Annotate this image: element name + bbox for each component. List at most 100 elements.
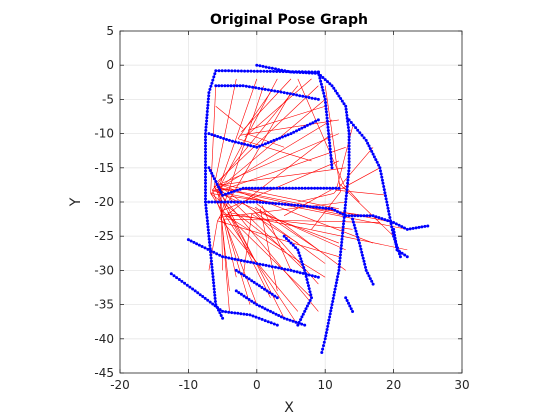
pose-point — [347, 153, 351, 157]
pose-point — [327, 135, 331, 139]
pose-point — [338, 256, 342, 260]
pose-point — [317, 73, 321, 77]
pose-point — [302, 204, 306, 208]
pose-point — [311, 121, 315, 125]
pose-point — [414, 226, 418, 230]
pose-point — [395, 248, 399, 252]
pose-point — [346, 178, 350, 182]
pose-point — [169, 272, 173, 276]
pose-point — [192, 240, 196, 244]
loop-closure-edge — [227, 211, 408, 251]
pose-point — [275, 70, 279, 73]
pose-point — [204, 175, 207, 179]
pose-point — [216, 200, 220, 204]
pose-point — [315, 205, 318, 209]
pose-point — [258, 144, 262, 148]
pose-point — [389, 222, 393, 226]
pose-point — [316, 118, 320, 122]
pose-point — [339, 250, 343, 254]
pose-point — [340, 99, 344, 103]
pose-point — [204, 200, 207, 204]
pose-point — [245, 200, 249, 204]
pose-point — [328, 312, 332, 316]
pose-point — [347, 166, 351, 170]
pose-point — [281, 186, 285, 190]
pose-point — [283, 202, 287, 206]
pose-point — [244, 186, 248, 190]
pose-point — [338, 262, 341, 266]
pose-point — [208, 244, 212, 247]
pose-point — [254, 86, 258, 90]
loop-closure-edge — [333, 147, 374, 194]
pose-point — [347, 301, 350, 305]
pose-point — [300, 260, 304, 264]
pose-point — [322, 91, 326, 95]
pose-point — [245, 296, 248, 300]
pose-point — [230, 69, 234, 73]
pose-point — [321, 76, 325, 79]
pose-point — [263, 287, 266, 291]
pose-point — [287, 186, 291, 190]
pose-point — [274, 202, 278, 206]
pose-point — [381, 181, 385, 185]
pose-point — [244, 84, 248, 88]
pose-point — [351, 309, 355, 313]
pose-point — [359, 247, 363, 251]
pose-point — [341, 212, 345, 216]
pose-point — [374, 158, 378, 162]
pose-point — [211, 78, 215, 82]
pose-point — [239, 312, 243, 316]
pose-point — [335, 278, 339, 282]
pose-point — [289, 268, 293, 272]
pose-point — [217, 185, 220, 189]
pose-point — [210, 200, 214, 204]
pose-point — [383, 191, 387, 195]
pose-point — [298, 254, 302, 258]
pose-point — [206, 97, 210, 101]
pose-point — [301, 312, 305, 316]
pose-point — [305, 304, 309, 308]
pose-point — [251, 314, 255, 318]
pose-point — [380, 178, 384, 182]
pose-point — [340, 240, 344, 244]
pose-point — [211, 302, 215, 306]
pose-point — [242, 274, 246, 277]
pose-point — [371, 282, 375, 286]
pose-point — [277, 314, 281, 317]
pose-point — [206, 103, 210, 107]
pose-point — [282, 91, 286, 95]
pose-point — [326, 125, 330, 129]
pose-point — [196, 291, 200, 295]
pose-point — [303, 271, 307, 275]
pose-point — [233, 257, 237, 261]
pose-point — [347, 147, 351, 151]
pose-point — [342, 222, 345, 226]
pose-point — [313, 97, 317, 101]
pose-point — [356, 214, 360, 218]
pose-point — [255, 63, 259, 67]
pose-point — [330, 207, 334, 211]
pose-point — [220, 200, 223, 204]
pose-point — [300, 126, 304, 130]
pose-point — [397, 223, 401, 227]
pose-point — [322, 340, 326, 344]
pose-point — [235, 84, 239, 88]
loop-closure-edge — [210, 119, 333, 194]
pose-point — [316, 186, 320, 190]
pose-point — [223, 84, 227, 88]
pose-point — [316, 70, 320, 74]
x-tick-label: 0 — [253, 378, 261, 392]
pose-point — [305, 123, 309, 127]
pose-point — [266, 141, 270, 145]
y-tick-label: -10 — [94, 127, 114, 141]
pose-point — [234, 289, 238, 293]
pose-point — [211, 272, 215, 275]
pose-point — [236, 311, 240, 315]
pose-point — [250, 279, 254, 283]
pose-point — [203, 246, 207, 250]
pose-point — [209, 256, 213, 260]
pose-point — [218, 311, 222, 315]
pose-point — [274, 265, 277, 269]
pose-point — [242, 259, 246, 263]
pose-point — [247, 85, 251, 89]
